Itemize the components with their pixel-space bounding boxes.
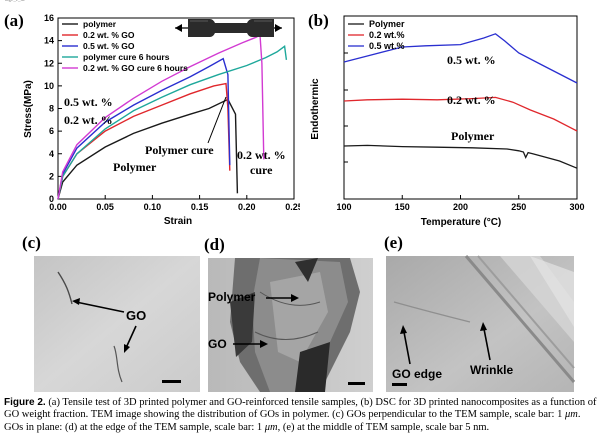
- y-tick-label: 0: [49, 194, 54, 204]
- y-tick-label: 8: [49, 104, 54, 114]
- arrow: [75, 301, 125, 313]
- scale-bar: [348, 382, 365, 385]
- caption-unit: μm: [264, 421, 278, 433]
- panel-b-label: (b): [308, 11, 329, 30]
- x-axis-label: Strain: [164, 216, 192, 227]
- legend-label: 0.2 wt. % GO cure 6 hours: [83, 63, 188, 73]
- panel-e-tem-image: (e) GO edge Wrinkle: [384, 233, 576, 392]
- arrow: [403, 331, 411, 365]
- go-flake: [57, 271, 73, 305]
- panel-a-label: (a): [4, 11, 24, 30]
- annotation-polymer: Polymer: [113, 160, 157, 174]
- callout-go: GO: [208, 337, 227, 351]
- x-axis-label: Temperature (°C): [421, 217, 502, 228]
- figure-caption: Figure 2. (a) Tensile test of 3D printed…: [4, 397, 598, 434]
- tem-micrograph: [34, 256, 200, 392]
- legend-label: 0.5 wt.%: [369, 41, 405, 51]
- x-tick-label: 0.10: [144, 202, 162, 212]
- x-tick-label: 0.00: [49, 202, 67, 212]
- caption-text: . GOs in plane: (d) at the edge of the T…: [4, 409, 581, 433]
- arrow: [483, 328, 491, 361]
- x-tick-label: 150: [395, 202, 410, 212]
- y-tick-label: 4: [49, 149, 54, 159]
- annotation-0.2-wt: 0.2 wt. %: [447, 93, 496, 107]
- panel-c-tem-image: (c) GO: [22, 233, 200, 392]
- y-tick-label: 16: [44, 13, 54, 23]
- caption-text: (a) Tensile test of 3D printed polymer a…: [4, 397, 597, 421]
- panel-d-label: (d): [204, 235, 225, 254]
- y-tick-label: 12: [44, 58, 54, 68]
- specimen-photo: [175, 19, 282, 37]
- annotation-pointer: [207, 96, 227, 144]
- legend-label: 0.5 wt. % GO: [83, 41, 135, 51]
- callout-go: GO: [126, 308, 146, 323]
- x-tick-label: 0.15: [191, 202, 209, 212]
- series-line-3: [57, 45, 288, 200]
- scale-bar: [162, 380, 181, 383]
- legend-label: 0.2 wt. % GO: [83, 30, 135, 40]
- annotation-polymer: Polymer: [451, 129, 495, 143]
- caption-text: , (e) at the middle of TEM sample, scale…: [277, 421, 490, 433]
- annotation-0.5-wt: 0.5 wt. %: [64, 95, 113, 109]
- running-head: tage_e_ue: [5, 0, 26, 3]
- x-tick-label: 0.20: [238, 202, 256, 212]
- annotation-go-cure-line1: 0.2 wt. %: [237, 148, 286, 162]
- caption-unit: μm: [564, 409, 578, 421]
- series-line-1: [343, 96, 578, 132]
- x-tick-label: 0.25: [285, 202, 300, 212]
- x-tick-label: 200: [453, 202, 468, 212]
- y-axis-label: Endothermic: [310, 78, 321, 140]
- scale-bar: [392, 383, 407, 386]
- wrinkle-line: [464, 255, 576, 383]
- panel-c-label: (c): [22, 233, 41, 252]
- annotation-0.5-wt: 0.5 wt. %: [447, 53, 496, 67]
- panel-a-tensile-chart: (a) 0 2 4 6 8 10 12 14 16 0.00 0.05 0.10 0.15 0.20 0.…: [4, 11, 300, 227]
- y-tick-label: 2: [49, 171, 54, 181]
- x-tick-label: 100: [336, 202, 351, 212]
- callout-go-edge: GO edge: [392, 367, 442, 381]
- y-tick-label: 14: [44, 36, 54, 46]
- legend-label: 0.2 wt.%: [369, 30, 405, 40]
- arrow: [125, 325, 137, 349]
- x-tick-label: 0.05: [96, 202, 114, 212]
- annotation-0.2-wt: 0.2 wt. %: [64, 113, 113, 127]
- y-tick-label: 10: [44, 81, 54, 91]
- annotation-go-cure-line2: cure: [250, 163, 273, 177]
- y-axis-label: Stress(MPa): [23, 80, 34, 138]
- x-tick-label: 250: [511, 202, 526, 212]
- series-line-2: [343, 33, 578, 84]
- go-flake: [113, 345, 123, 383]
- y-tick-label: 6: [49, 126, 54, 136]
- go-edge-line: [393, 301, 471, 323]
- x-tick-label: 300: [569, 202, 584, 212]
- legend-label: Polymer: [369, 19, 405, 29]
- legend-label: polymer cure 6 hours: [83, 52, 170, 62]
- legend-label: polymer: [83, 19, 117, 29]
- series-line-0: [57, 98, 239, 200]
- callout-wrinkle: Wrinkle: [470, 363, 513, 377]
- caption-label: Figure 2.: [4, 397, 46, 408]
- panel-d-tem-image: (d) Polymer GO: [204, 235, 373, 392]
- annotation-polymer-cure: Polymer cure: [145, 143, 214, 157]
- series-line-0: [343, 144, 578, 169]
- callout-polymer: Polymer: [208, 290, 256, 304]
- panel-e-label: (e): [384, 233, 403, 252]
- series-line-2: [57, 57, 231, 200]
- panel-b-dsc-chart: (b) 100 150 200 250 300 Temperature (°C) End…: [308, 11, 585, 228]
